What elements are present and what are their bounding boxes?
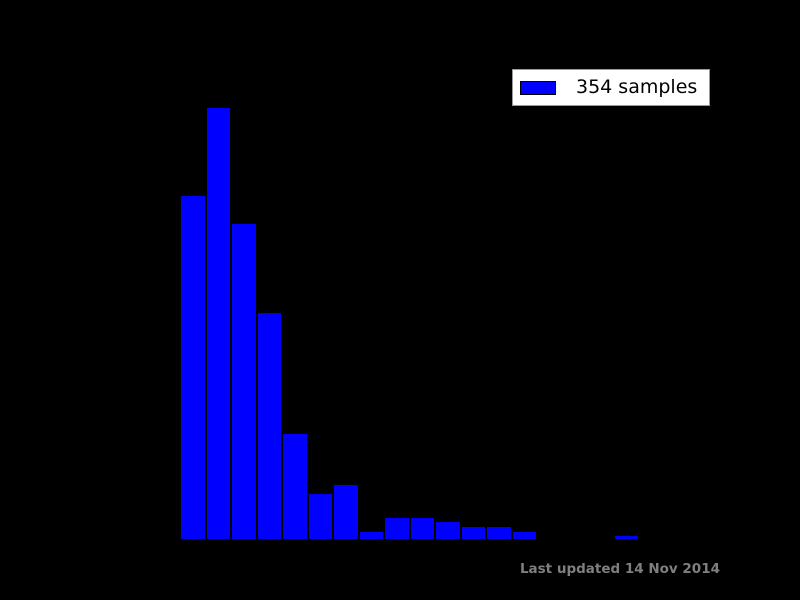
histogram-bar [358, 530, 384, 540]
histogram-bars [100, 60, 720, 540]
histogram-bar [333, 484, 359, 540]
histogram-bar [435, 521, 461, 540]
histogram-bar [231, 223, 257, 540]
histogram-bar [384, 516, 410, 540]
legend-swatch-icon [520, 80, 556, 95]
histogram-bar [486, 526, 512, 540]
histogram-bar [307, 493, 333, 540]
histogram-bar [180, 195, 206, 540]
histogram-bar [409, 516, 435, 540]
legend: 354 samples [512, 69, 710, 106]
histogram-bar [256, 311, 282, 540]
histogram-bar [460, 526, 486, 540]
last-updated-text: Last updated 14 Nov 2014 [519, 561, 720, 577]
plot-area [100, 60, 720, 540]
histogram-bar [205, 106, 231, 540]
histogram-bar [511, 530, 537, 540]
legend-label: 354 samples [576, 76, 698, 98]
histogram-bar [613, 535, 639, 540]
histogram-bar [282, 432, 308, 540]
